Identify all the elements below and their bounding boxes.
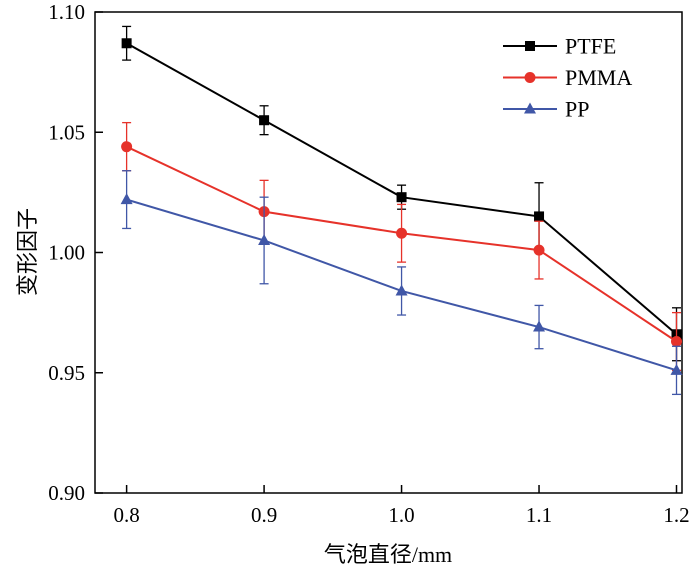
legend-label: PMMA: [565, 65, 632, 90]
y-tick-label: 1.00: [48, 241, 85, 265]
x-tick-label: 0.9: [251, 503, 277, 527]
series-PMMA: [121, 121, 683, 371]
legend-label: PTFE: [565, 34, 616, 59]
x-axis: 0.8 0.9 1.0 1.1 1.2: [113, 485, 690, 527]
x-tick-label: 1.0: [388, 503, 414, 527]
y-tick-label: 1.10: [48, 0, 85, 24]
legend-label: PP: [565, 97, 589, 122]
x-tick-label: 1.1: [526, 503, 552, 527]
y-tick-label: 1.05: [48, 120, 85, 144]
y-axis: 0.90 0.95 1.00 1.05 1.10: [48, 0, 103, 505]
y-axis-title: 变形因子: [15, 207, 40, 297]
x-tick-label: 0.8: [113, 503, 139, 527]
y-tick-label: 0.95: [48, 361, 85, 385]
series-PP: [120, 170, 683, 396]
y-tick-label: 0.90: [48, 481, 85, 505]
legend: PTFE PMMA PP: [503, 34, 632, 122]
x-tick-label: 1.2: [663, 503, 689, 527]
x-axis-title: 气泡直径/mm: [323, 542, 453, 567]
